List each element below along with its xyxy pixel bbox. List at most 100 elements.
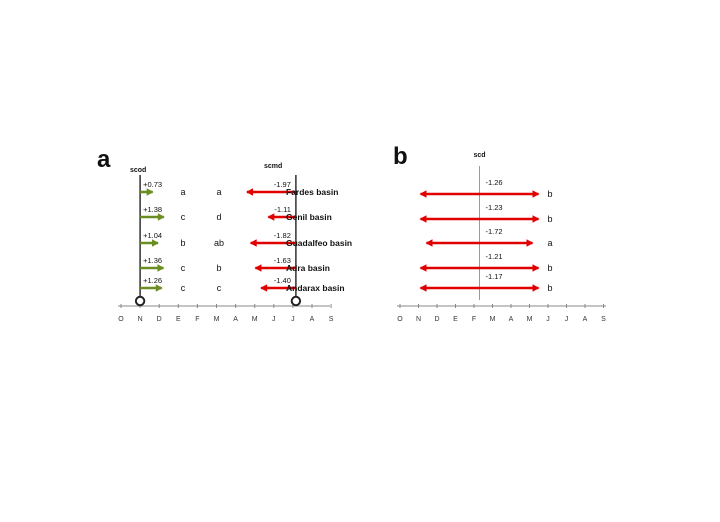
basin-label-3: Adra basin <box>286 263 330 273</box>
basin-label-4: Andarax basin <box>286 283 345 293</box>
x-tick-label-b-6: A <box>509 316 514 323</box>
scd-arrow-0-head-left <box>419 190 427 198</box>
basin-label-0: Fardes basin <box>286 187 338 197</box>
scod-label: scod <box>130 167 146 174</box>
scod-group-4: c <box>181 283 186 293</box>
scod-arrow-3-head <box>157 264 165 272</box>
scd-group-1: b <box>547 214 552 224</box>
scod-value-4: +1.26 <box>143 276 162 285</box>
scd-arrow-2 <box>425 239 534 247</box>
x-tick-label-a-1: N <box>138 316 143 323</box>
scod-arrow-4 <box>140 284 163 292</box>
scod-group-2: b <box>180 238 185 248</box>
scmd-group-2: ab <box>214 238 224 248</box>
scmd-label: scmd <box>264 163 282 170</box>
scd-arrow-4-head <box>532 284 540 292</box>
scod-group-1: c <box>181 212 186 222</box>
scmd-value-3: -1.63 <box>274 256 291 265</box>
scd-group-3: b <box>547 263 552 273</box>
scmd-arrow-3 <box>254 264 296 272</box>
x-tick-label-a-10: A <box>310 316 315 323</box>
scmd-value-2: -1.82 <box>274 231 291 240</box>
scmd-value-1: -1.11 <box>274 205 291 214</box>
scod-value-0: +0.73 <box>143 180 162 189</box>
scmd-value-0: -1.97 <box>274 180 291 189</box>
scmd-arrow-2 <box>249 239 296 247</box>
scd-arrow-3 <box>419 264 540 272</box>
scd-value-4: -1.17 <box>486 272 503 281</box>
scd-arrow-1-head-left <box>419 215 427 223</box>
scd-value-1: -1.23 <box>486 203 503 212</box>
x-tick-label-b-1: N <box>416 316 421 323</box>
scmd-group-1: d <box>216 212 221 222</box>
x-tick-label-b-4: F <box>472 316 476 323</box>
panel-b-letter: b <box>393 143 408 170</box>
scd-arrow-2-head <box>526 239 534 247</box>
scmd-arrow-0-head <box>245 188 253 196</box>
scd-group-4: b <box>547 283 552 293</box>
scod-arrow-0-head <box>146 188 154 196</box>
scod-group-0: a <box>180 187 185 197</box>
scod-arrow-0 <box>140 188 154 196</box>
scmd-arrow-3-head <box>254 264 262 272</box>
x-tick-label-b-0: O <box>397 316 403 323</box>
scd-arrow-4-head-left <box>419 284 427 292</box>
scod-arrow-2-head <box>151 239 159 247</box>
scmd-group-0: a <box>216 187 221 197</box>
x-tick-label-a-3: E <box>176 316 181 323</box>
scmd-arrow-4-head <box>260 284 268 292</box>
scmd-group-3: b <box>216 263 221 273</box>
x-tick-label-b-5: M <box>490 316 496 323</box>
scd-arrow-2-head-left <box>425 239 433 247</box>
basin-label-2: Guadalfeo basin <box>286 238 352 248</box>
scod-start-marker <box>134 295 146 307</box>
x-tick-label-b-8: J <box>546 316 550 323</box>
scod-arrow-1 <box>140 213 165 221</box>
scd-group-2: a <box>547 238 552 248</box>
panel-a-letter: a <box>97 146 111 173</box>
x-tick-label-b-2: D <box>434 316 439 323</box>
x-tick-label-b-7: M <box>527 316 533 323</box>
x-tick-label-b-11: S <box>601 316 606 323</box>
x-tick-label-a-2: D <box>157 316 162 323</box>
scmd-arrow-0 <box>245 188 296 196</box>
scd-label: scd <box>473 152 485 159</box>
scmd-arrow-1 <box>267 213 296 221</box>
basin-label-1: Genil basin <box>286 212 332 222</box>
x-tick-label-b-9: J <box>565 316 569 323</box>
x-tick-label-b-3: E <box>453 316 458 323</box>
scd-value-0: -1.26 <box>486 178 503 187</box>
scod-value-1: +1.38 <box>143 205 162 214</box>
scmd-arrow-1-head <box>267 213 275 221</box>
x-tick-label-a-4: F <box>195 316 199 323</box>
scmd-arrow-2-head <box>249 239 257 247</box>
x-tick-label-a-5: M <box>214 316 220 323</box>
scd-value-3: -1.21 <box>486 252 503 261</box>
scod-value-3: +1.36 <box>143 256 162 265</box>
scd-arrow-0 <box>419 190 540 198</box>
scod-arrow-2 <box>140 239 159 247</box>
scod-value-2: +1.04 <box>143 231 162 240</box>
x-tick-label-a-11: S <box>329 316 334 323</box>
scmd-group-4: c <box>217 283 222 293</box>
scod-arrow-3 <box>140 264 165 272</box>
x-tick-label-a-8: J <box>272 316 276 323</box>
scd-arrow-4 <box>419 284 540 292</box>
scod-arrow-4-head <box>155 284 163 292</box>
scmd-start-marker <box>290 295 302 307</box>
scod-group-3: c <box>181 263 186 273</box>
x-tick-label-a-0: O <box>118 316 124 323</box>
x-tick-label-a-6: A <box>233 316 238 323</box>
scd-arrow-3-head <box>532 264 540 272</box>
scod-arrow-1-head <box>157 213 165 221</box>
x-tick-label-a-7: M <box>252 316 258 323</box>
scd-arrow-1 <box>419 215 540 223</box>
x-tick-label-a-9: J <box>291 316 295 323</box>
scd-arrow-3-head-left <box>419 264 427 272</box>
scmd-arrow-4 <box>260 284 296 292</box>
x-tick-label-b-10: A <box>583 316 588 323</box>
scd-value-2: -1.72 <box>486 227 503 236</box>
